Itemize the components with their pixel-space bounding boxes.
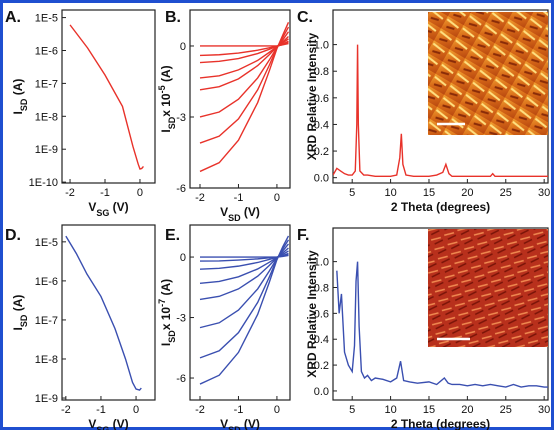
- x-tick-label: 25: [500, 404, 512, 416]
- y-tick-label: 1E-8: [35, 111, 58, 123]
- axis-label-part: -5: [157, 85, 167, 93]
- x-tick-label: -2: [65, 187, 75, 199]
- panel-label: E.: [165, 227, 180, 244]
- axis-label-part: 2 Theta (degrees): [391, 200, 490, 214]
- x-tick-label: 0: [137, 187, 143, 199]
- axis-label-part: SD: [19, 98, 29, 111]
- axis-label-part: SG: [96, 425, 109, 430]
- x-tick-label: 0: [274, 192, 280, 204]
- panel-label: A.: [5, 9, 21, 26]
- y-tick-label: 1E-5: [35, 237, 58, 249]
- x-tick-label: -2: [61, 404, 71, 416]
- axis-label-part: SD: [228, 213, 241, 223]
- axis-label-part: x 10: [159, 93, 173, 117]
- x-tick-label: -2: [195, 404, 205, 416]
- axis-label-part: (A): [159, 279, 173, 299]
- axis-label-part: (A): [11, 295, 25, 315]
- x-tick-label: -2: [195, 192, 205, 204]
- axis-label-part: XRD Relative Intensity: [305, 250, 319, 378]
- y-tick-label: 1E-6: [35, 45, 58, 57]
- inset-image: [428, 12, 548, 135]
- x-tick-label: 0: [274, 404, 280, 416]
- panel-label: F.: [297, 227, 309, 244]
- panel-label: C.: [297, 9, 313, 26]
- figure: A.1E-51E-61E-71E-81E-91E-10-2-10VSG (V)I…: [0, 0, 554, 430]
- x-tick-label: 0: [133, 404, 139, 416]
- axis-label-part: (V): [241, 417, 260, 430]
- x-tick-label: 15: [423, 187, 435, 199]
- axis-label-part: 2 Theta (degrees): [391, 417, 490, 430]
- y-tick-label: -3: [176, 313, 186, 325]
- x-tick-label: 20: [461, 187, 473, 199]
- x-tick-label: 5: [349, 187, 355, 199]
- axis-label: 2 Theta (degrees): [391, 200, 490, 214]
- axis-label-part: (A): [159, 65, 173, 85]
- x-tick-label: 5: [349, 404, 355, 416]
- axis-label-part: SG: [96, 208, 109, 218]
- y-tick-label: -6: [176, 183, 186, 195]
- axis-label-part: SD: [19, 314, 29, 327]
- y-tick-label: 1E-9: [35, 144, 58, 156]
- axis-label-part: V: [88, 200, 96, 214]
- axis-label-part: V: [220, 205, 228, 219]
- axis-label-part: (V): [109, 417, 128, 430]
- axis-label: VSG (V): [88, 417, 128, 430]
- y-tick-label: 1E-5: [35, 13, 58, 25]
- x-tick-label: 25: [500, 187, 512, 199]
- axis-label-part: (A): [11, 79, 25, 99]
- x-tick-label: -1: [100, 187, 110, 199]
- axis-label-part: x 10: [159, 307, 173, 331]
- axis-label: XRD Relative Intensity: [305, 32, 319, 160]
- axis-label-part: (V): [241, 205, 260, 219]
- x-tick-label: 10: [384, 404, 396, 416]
- y-tick-label: 1E-8: [35, 354, 58, 366]
- y-tick-label: 1E-10: [29, 177, 58, 189]
- axis-label-part: SD: [167, 330, 177, 343]
- axis-label-part: SD: [167, 116, 177, 129]
- axis-label: VSD (V): [220, 417, 260, 430]
- x-tick-label: -1: [96, 404, 106, 416]
- y-tick-label: 1E-7: [35, 315, 58, 327]
- axis-label-part: V: [88, 417, 96, 430]
- y-tick-label: 0.0: [314, 173, 329, 185]
- y-tick-label: 1E-6: [35, 276, 58, 288]
- y-tick-label: 0.0: [314, 386, 329, 398]
- x-tick-label: 15: [423, 404, 435, 416]
- x-tick-label: -1: [234, 192, 244, 204]
- y-tick-label: 0: [180, 252, 186, 264]
- inset-image: [428, 229, 548, 347]
- axis-label-part: (V): [109, 200, 128, 214]
- axis-label: 2 Theta (degrees): [391, 417, 490, 430]
- axis-label-part: -7: [157, 299, 167, 307]
- y-tick-label: 1E-9: [35, 393, 58, 405]
- panel-label: D.: [5, 227, 21, 244]
- x-tick-label: 30: [538, 404, 550, 416]
- y-tick-label: 1E-7: [35, 78, 58, 90]
- y-tick-label: -6: [176, 373, 186, 385]
- axis-label-part: SD: [228, 425, 241, 430]
- axis-label-part: V: [220, 417, 228, 430]
- x-tick-label: -1: [234, 404, 244, 416]
- y-tick-label: -3: [176, 112, 186, 124]
- axis-label: XRD Relative Intensity: [305, 250, 319, 378]
- y-tick-label: 0: [180, 41, 186, 53]
- x-tick-label: 20: [461, 404, 473, 416]
- x-tick-label: 30: [538, 187, 550, 199]
- x-tick-label: 10: [384, 187, 396, 199]
- panel-label: B.: [165, 9, 181, 26]
- axis-label-part: XRD Relative Intensity: [305, 32, 319, 160]
